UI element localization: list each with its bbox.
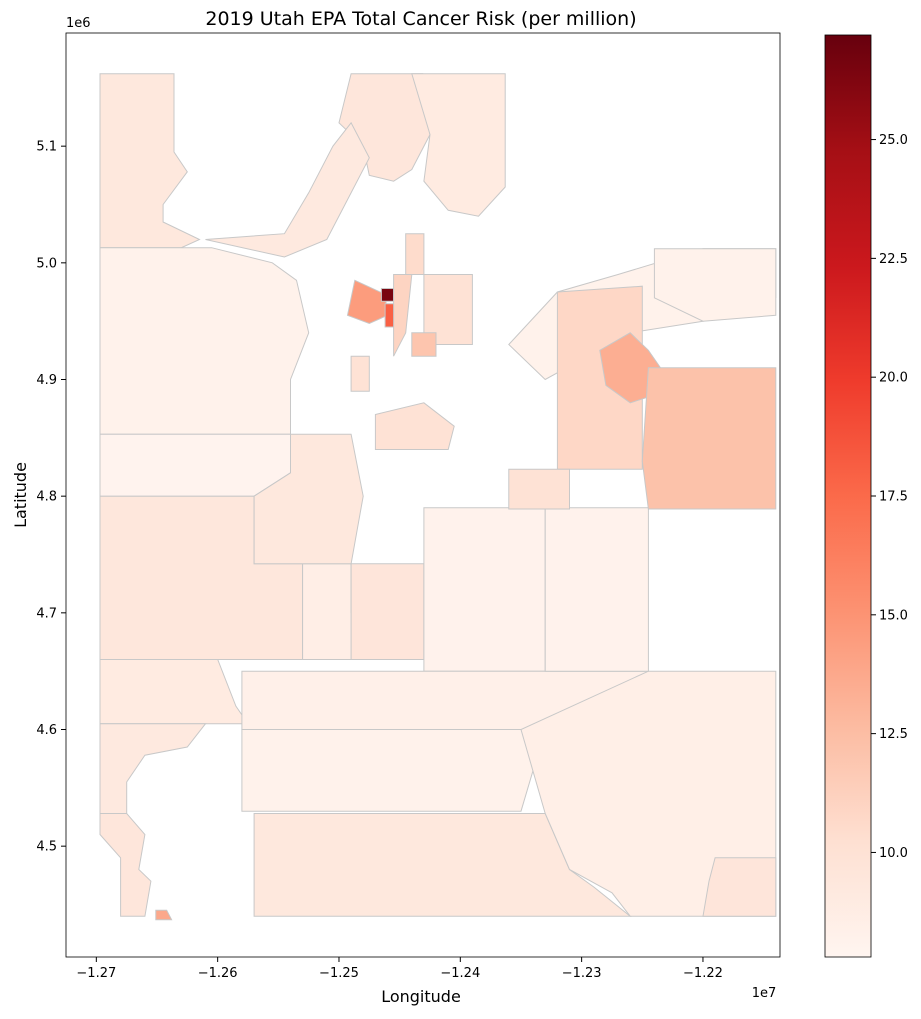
region-utah-county	[374, 402, 455, 450]
region-west-desert-north	[99, 247, 310, 435]
y-axis-label: Latitude	[11, 462, 30, 528]
y-tick-label: 4.8	[36, 490, 57, 505]
region-west-desert-central	[99, 433, 291, 497]
region-southwest	[99, 813, 152, 917]
region-summit	[423, 274, 473, 345]
region-daggett	[653, 248, 777, 322]
colorbar-tick-label: 12.5	[879, 727, 908, 742]
x-tick-label: −1.27	[76, 966, 116, 981]
x-tick-label: −1.24	[440, 966, 480, 981]
colorbar-ticks: 10.0 12.5 15.0 17.5 20.0 22.5 25.0	[871, 133, 908, 861]
x-axis-ticks: −1.27 −1.26 −1.25 −1.24 −1.23 −1.22	[76, 957, 723, 981]
y-axis-ticks: 4.5 4.6 4.7 4.8 4.9 5.0 5.1	[36, 140, 66, 855]
x-axis-label: Longitude	[381, 987, 461, 1006]
y-tick-label: 4.9	[36, 373, 57, 388]
colorbar-tick-label: 25.0	[879, 133, 908, 148]
region-tooele-east	[350, 355, 370, 392]
region-uintah-west	[556, 285, 643, 470]
x-axis-offset: 1e7	[752, 986, 777, 1001]
colorbar-tick-label: 10.0	[879, 846, 908, 861]
x-tick-label: −1.22	[683, 966, 723, 981]
x-tick-label: −1.23	[562, 966, 602, 981]
y-tick-label: 4.6	[36, 723, 57, 738]
region-san-juan-east	[702, 857, 777, 917]
colorbar-tick-label: 20.0	[879, 371, 908, 386]
x-tick-label: −1.26	[198, 966, 238, 981]
region-salt-lake-west	[346, 279, 389, 325]
region-grand	[544, 507, 649, 672]
region-garfield	[241, 729, 546, 812]
region-emery	[423, 507, 546, 672]
region-san-juan	[520, 670, 777, 917]
map-regions	[99, 73, 777, 921]
region-st-george	[155, 909, 173, 921]
y-tick-label: 4.5	[36, 840, 57, 855]
y-tick-label: 5.0	[36, 256, 57, 271]
region-sanpete	[350, 563, 425, 660]
region-uintah-east	[641, 367, 777, 510]
region-wasatch-east	[411, 332, 437, 357]
colorbar-tick-label: 17.5	[879, 490, 908, 505]
chart-title: 2019 Utah EPA Total Cancer Risk (per mil…	[205, 8, 636, 30]
y-tick-label: 4.7	[36, 606, 57, 621]
region-salt-lake-core	[380, 288, 395, 302]
region-north-rich	[411, 73, 506, 217]
region-juab-east	[253, 433, 364, 565]
y-axis-offset: 1e6	[66, 16, 91, 31]
colorbar-tick-label: 22.5	[879, 252, 908, 267]
colorbar	[824, 34, 872, 958]
region-weber	[405, 233, 425, 275]
region-carbon	[508, 468, 570, 510]
region-box-elder-east	[205, 121, 370, 258]
x-tick-label: −1.25	[319, 966, 359, 981]
colorbar-tick-label: 15.0	[879, 608, 908, 623]
y-tick-label: 5.1	[36, 140, 57, 155]
